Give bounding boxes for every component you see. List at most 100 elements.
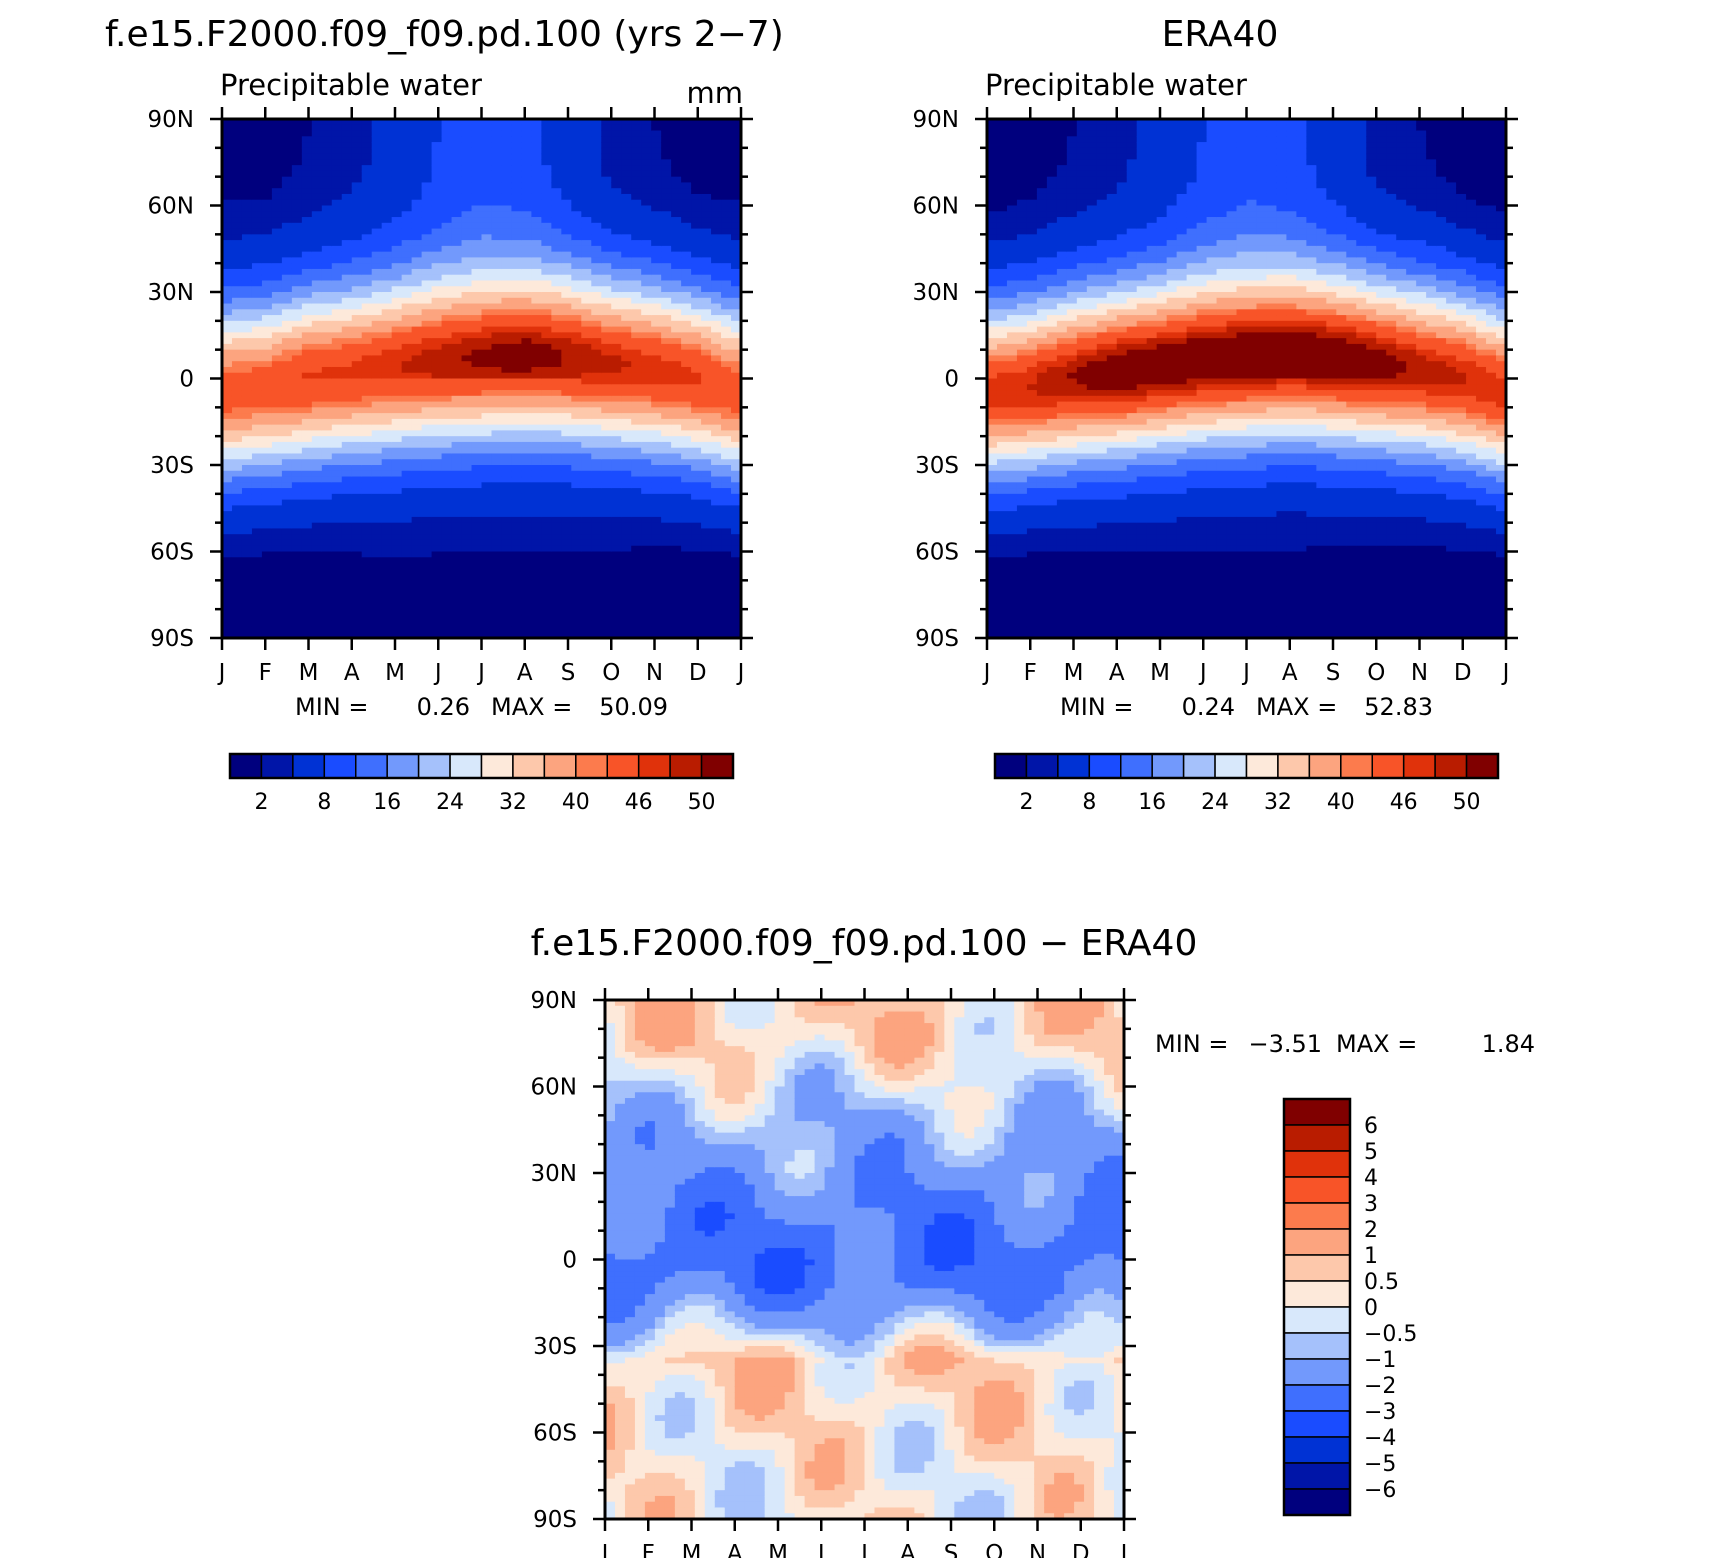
field-cell <box>987 545 998 553</box>
field-cell <box>671 614 682 622</box>
field-cell <box>411 568 423 576</box>
field-cell <box>551 614 562 622</box>
field-cell <box>222 384 233 391</box>
field-cell <box>281 447 293 455</box>
field-cell <box>621 453 632 460</box>
field-cell <box>421 609 433 616</box>
field-cell <box>331 516 343 524</box>
field-cell <box>441 505 453 512</box>
field-cell <box>591 263 602 270</box>
field-cell <box>711 459 722 466</box>
field-cell <box>371 274 383 282</box>
field-cell <box>531 551 542 558</box>
field-cell <box>281 424 293 431</box>
field-cell <box>571 632 582 639</box>
field-cell <box>421 309 433 316</box>
field-cell <box>561 476 572 483</box>
field-cell <box>641 395 652 403</box>
field-cell <box>561 401 572 408</box>
field-cell <box>671 165 682 172</box>
field-cell <box>621 407 632 414</box>
field-cell <box>987 309 998 316</box>
field-cell <box>996 459 1008 466</box>
model-minmax: MIN = 0.26 MAX = 50.09 <box>295 693 668 721</box>
field-cell <box>331 424 343 431</box>
field-cell <box>441 511 453 518</box>
field-cell <box>431 130 443 137</box>
field-cell <box>311 326 323 333</box>
field-cell <box>591 119 602 126</box>
field-cell <box>222 217 233 224</box>
field-cell <box>531 574 542 581</box>
field-cell <box>371 522 383 530</box>
field-cell <box>571 257 582 264</box>
field-cell <box>261 465 273 472</box>
field-cell <box>511 488 523 495</box>
field-cell <box>321 476 333 483</box>
field-cell <box>631 142 642 149</box>
field-cell <box>222 343 233 351</box>
field-cell <box>461 522 473 530</box>
field-cell <box>421 280 433 287</box>
field-cell <box>701 119 712 126</box>
field-cell <box>271 493 283 501</box>
field-cell <box>611 199 622 207</box>
field-cell <box>731 130 742 137</box>
field-cell <box>351 326 363 333</box>
field-cell <box>401 153 413 160</box>
field-cell <box>721 199 732 207</box>
field-cell <box>601 257 612 264</box>
field-cell <box>501 424 513 431</box>
field-cell <box>531 539 542 547</box>
field-cell <box>331 436 343 443</box>
field-cell <box>261 407 273 414</box>
field-cell <box>301 574 313 581</box>
field-cell <box>391 268 403 276</box>
field-cell <box>371 153 383 160</box>
field-cell <box>611 234 622 241</box>
field-cell <box>441 516 453 524</box>
field-cell <box>331 361 343 368</box>
field-cell <box>671 176 682 184</box>
field-cell <box>441 274 453 282</box>
field-cell <box>361 338 373 345</box>
field-cell <box>541 130 552 137</box>
field-cell <box>471 366 483 374</box>
field-cell <box>241 545 253 553</box>
field-cell <box>601 130 612 137</box>
field-cell <box>451 188 463 195</box>
field-cell <box>431 551 443 558</box>
field-cell <box>222 142 233 149</box>
field-cell <box>321 511 333 518</box>
field-cell <box>996 165 1008 172</box>
field-cell <box>511 545 523 553</box>
field-cell <box>601 366 612 374</box>
field-cell <box>281 499 293 506</box>
field-cell <box>321 459 333 466</box>
field-cell <box>731 413 742 420</box>
field-cell <box>431 597 443 604</box>
field-cell <box>311 303 323 310</box>
field-cell <box>311 211 323 218</box>
field-cell <box>281 257 293 264</box>
field-cell <box>311 205 323 212</box>
field-cell <box>421 217 433 224</box>
field-cell <box>621 470 632 478</box>
field-cell <box>401 603 413 610</box>
field-cell <box>291 343 303 351</box>
field-cell <box>231 274 243 282</box>
field-cell <box>501 591 513 599</box>
field-cell <box>661 574 672 581</box>
field-cell <box>291 349 303 357</box>
field-cell <box>711 632 722 639</box>
field-cell <box>481 609 493 616</box>
field-cell <box>381 563 393 570</box>
field-cell <box>721 228 732 235</box>
field-cell <box>441 228 453 235</box>
field-cell <box>251 257 263 264</box>
field-cell <box>261 453 273 460</box>
field-cell <box>281 280 293 287</box>
field-cell <box>311 332 323 339</box>
field-cell <box>996 447 1008 455</box>
field-cell <box>311 395 323 403</box>
